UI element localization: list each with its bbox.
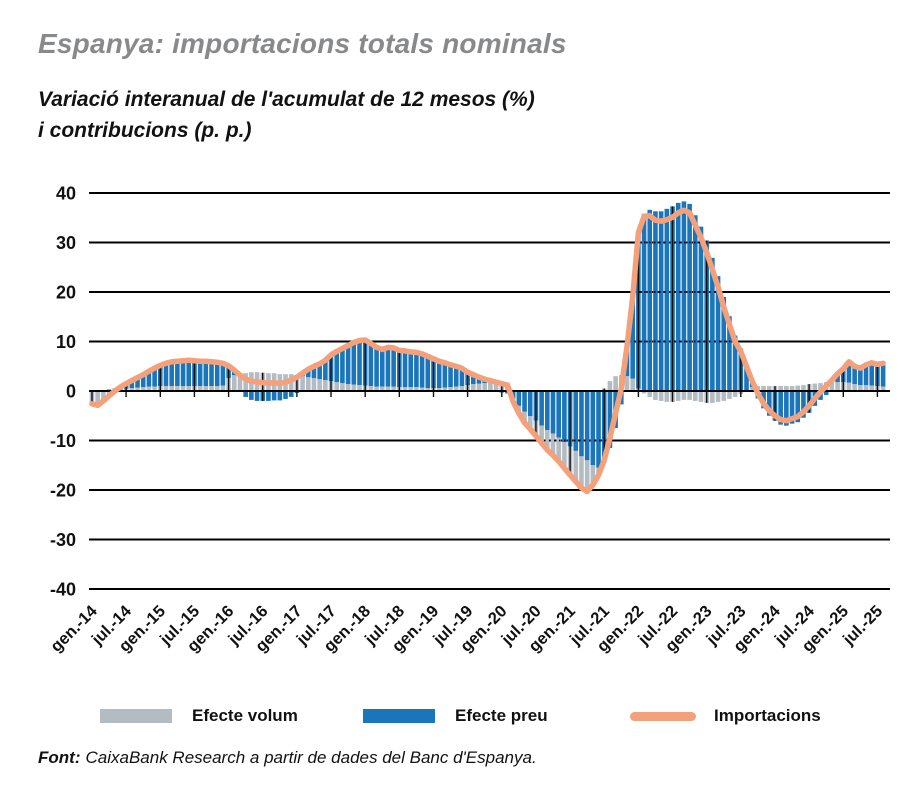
chart-subtitle-line2: i contribucions (p. p.) [38,119,252,142]
chart-subtitle-line1: Variació interanual de l'acumulat de 12 … [38,88,535,111]
chart-legend: Efecte volum Efecte preu Importacions [0,700,900,732]
legend-item-preu: Efecte preu [363,700,548,732]
svg-text:-40: -40 [50,580,76,600]
svg-text:-20: -20 [50,481,76,501]
svg-text:30: 30 [56,233,76,253]
svg-text:-10: -10 [50,431,76,451]
legend-label-importacions: Importacions [714,706,821,725]
chart-title: Espanya: importacions totals nominals [38,28,567,59]
svg-text:20: 20 [56,283,76,303]
chart-canvas: 40 30 20 10 0 -10 -20 -30 -40gen.-14jul.-14gen.-… [47,184,890,656]
legend-item-volum: Efecte volum [100,700,298,732]
svg-text:40: 40 [56,184,76,204]
svg-text:gen.-14: gen.-14 [47,602,101,656]
dotted-gridlines-overlay [89,192,890,590]
x-axis-labels: gen.-14jul.-14gen.-15jul.-15gen.-16jul.-… [47,602,886,656]
chart-area: 40 30 20 10 0 -10 -20 -30 -40 gen.-14 jul.-14 gen.-… [0,160,900,695]
legend-label-preu: Efecte preu [455,706,548,725]
imports-line [89,207,886,495]
svg-text:10: 10 [56,332,76,352]
stacked-bars [89,201,886,492]
y-axis-labels: 40 30 20 10 0 -10 -20 -30 -40 [50,184,76,600]
source-prefix: Font: [38,748,81,767]
legend-label-volum: Efecte volum [192,706,298,725]
legend-item-importacions: Importacions [630,700,821,732]
imports-line-swatch [630,711,696,721]
source-note: Font: CaixaBank Research a partir de dade… [38,748,537,768]
chart-subtitle: Variació interanual de l'acumulat de 12 … [38,84,535,146]
svg-text:0: 0 [66,382,76,402]
volume-effect-swatch [100,709,172,723]
source-text: CaixaBank Research a partir de dades del… [85,748,537,767]
price-effect-swatch [363,709,435,723]
svg-text:-30: -30 [50,530,76,550]
